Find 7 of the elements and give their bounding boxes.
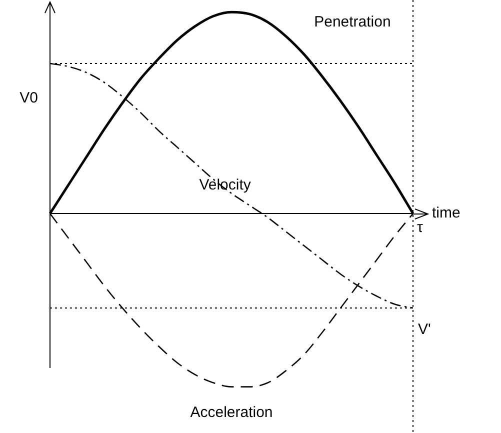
series-label: Penetration <box>314 14 391 31</box>
series-label: Acceleration <box>190 404 273 421</box>
series-label: Velocity <box>199 176 252 194</box>
text: τ <box>417 219 423 236</box>
ref-line-label: V' <box>418 321 432 338</box>
ref-line-label: V0 <box>20 90 38 107</box>
x-axis-title: time <box>432 204 460 222</box>
